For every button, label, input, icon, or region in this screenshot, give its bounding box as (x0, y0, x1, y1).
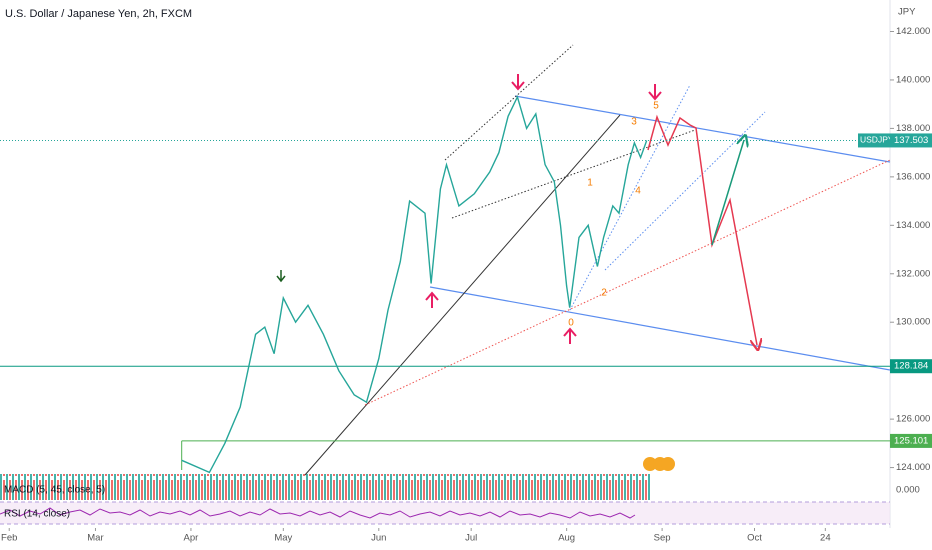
macd-label: MACD (5, 45, close, 5) (4, 485, 105, 496)
x-tick-label: May (274, 533, 292, 544)
x-tick-label: Oct (747, 533, 762, 544)
rsi-label: RSI (14, close) (4, 509, 70, 520)
x-tick-label: Jul (465, 533, 477, 544)
drawings (276, 44, 891, 476)
rsi-line (0, 507, 636, 519)
level-box (890, 433, 932, 448)
wave-label: 4 (635, 186, 641, 197)
x-tick-label: 24 (820, 533, 831, 544)
wave-label: 1 (587, 178, 593, 189)
symbol-box (858, 133, 890, 148)
event-icon (661, 457, 675, 471)
x-tick-label: Sep (654, 533, 671, 544)
projection-red (647, 114, 757, 345)
panes (0, 0, 891, 528)
wave-label: 5 (653, 101, 659, 112)
wave-labels: 0 1 2 3 4 5 (568, 101, 659, 329)
wave-label: 0 (568, 318, 574, 329)
currency-label: JPY (898, 7, 916, 18)
channel-top (514, 95, 891, 163)
dotted-line (604, 111, 766, 271)
last-price-label: 137.503 (894, 135, 928, 146)
dotted-line (569, 84, 691, 311)
y-tick-label: 132.000 (896, 268, 930, 279)
channel-bottom (429, 286, 891, 371)
x-tick-label: Jun (371, 533, 386, 544)
wave-label: 3 (631, 117, 637, 128)
level-box (890, 359, 932, 374)
arrow-up (425, 291, 439, 308)
level-label: 128.184 (894, 361, 928, 372)
x-tick-label: Aug (558, 533, 575, 544)
arrow-down (648, 84, 662, 101)
projection-green (711, 140, 744, 246)
dotted-line (364, 159, 891, 406)
y-tick-label: 136.000 (896, 171, 930, 182)
arrow-up (563, 327, 577, 344)
last-price-box (890, 133, 932, 148)
x-tick-label: Apr (184, 533, 199, 544)
arrow-down (276, 270, 286, 283)
dotted-line (451, 129, 696, 219)
chart-title: U.S. Dollar / Japanese Yen, 2h, FXCM (5, 8, 192, 20)
event-icon (643, 457, 657, 471)
y-tick-label: 138.000 (896, 123, 930, 134)
x-tick-label: Mar (87, 533, 103, 544)
y-tick-label: 126.000 (896, 414, 930, 425)
y-tick-label: 134.000 (896, 220, 930, 231)
y-tick-label: 130.000 (896, 317, 930, 328)
arrow-down (511, 74, 525, 91)
price-line (181, 94, 648, 474)
trendline (304, 114, 621, 476)
macd-value: 0.000 (896, 485, 920, 496)
level-label: 125.101 (894, 435, 928, 446)
y-tick-label: 142.000 (896, 26, 930, 37)
wave-label: 2 (601, 288, 607, 299)
y-tick-label: 140.000 (896, 74, 930, 85)
y-tick-label: 124.000 (896, 462, 930, 473)
macd-histogram (0, 474, 650, 500)
dotted-line (444, 44, 574, 161)
x-tick-label: Feb (1, 533, 17, 544)
symbol-label: USDJPY (860, 135, 894, 145)
